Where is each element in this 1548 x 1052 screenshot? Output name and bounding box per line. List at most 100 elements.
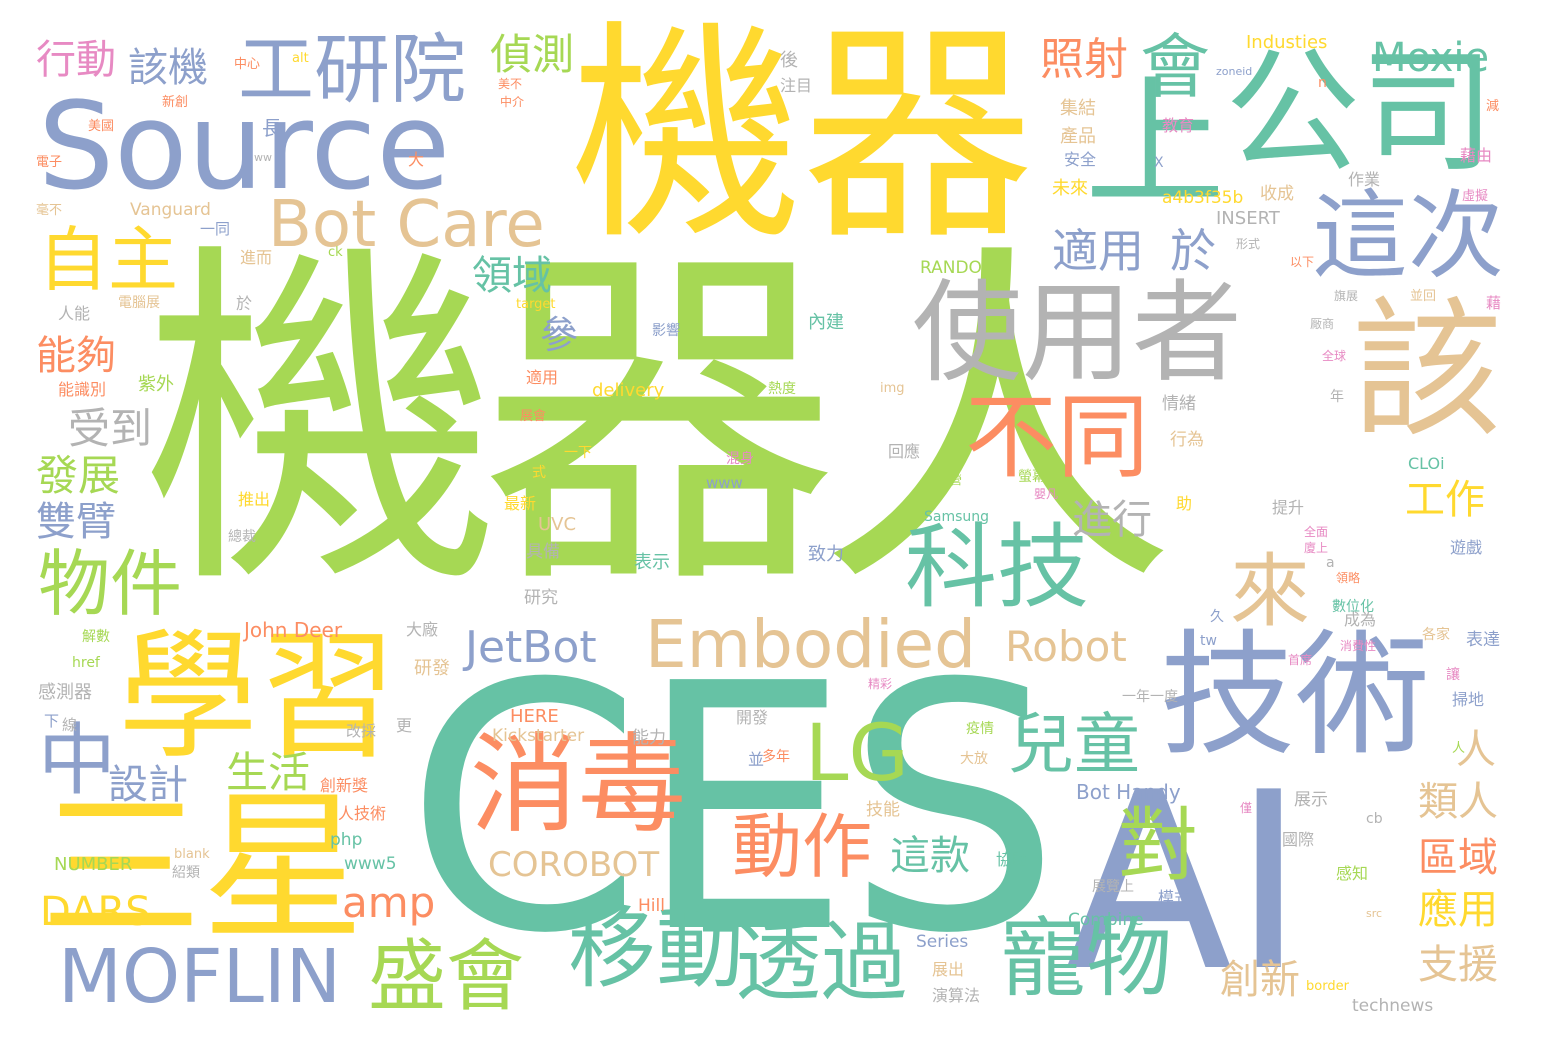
word: 以下	[1290, 255, 1315, 269]
word: 人能	[58, 304, 91, 323]
word: target	[516, 297, 556, 312]
word: 研究	[524, 588, 558, 608]
word: 展會	[520, 409, 547, 424]
word: 美不	[498, 77, 523, 91]
word: 總裁	[228, 529, 256, 545]
word: 設計	[108, 762, 188, 808]
word: 透過	[735, 913, 907, 1013]
word: 藉	[1486, 294, 1502, 312]
word: 形式	[1236, 237, 1261, 251]
word: 區域	[1418, 835, 1498, 881]
word: 不同	[965, 384, 1150, 491]
word: 未來	[1052, 178, 1088, 199]
word: 掃地	[1452, 690, 1485, 709]
word: 這次	[1312, 180, 1504, 292]
word: 生活	[226, 748, 311, 797]
word: www5	[344, 854, 397, 874]
word: tw	[1200, 633, 1217, 649]
word: INSERT	[1216, 208, 1280, 229]
word: ww	[254, 151, 272, 164]
word: a4b3f35b	[1162, 188, 1244, 208]
word: 協助	[996, 850, 1029, 869]
word: Industies	[1246, 32, 1328, 53]
word: 自主	[38, 219, 178, 301]
word: Samsung	[924, 509, 990, 525]
word: 適用	[526, 368, 559, 387]
word: 於	[236, 294, 253, 313]
word: 展覽上	[1092, 879, 1134, 895]
word: 表達	[1466, 630, 1500, 650]
word: ck	[328, 245, 343, 260]
word: 久	[1210, 609, 1224, 625]
word: delivery	[592, 380, 665, 401]
word: 疫情	[966, 721, 994, 737]
word: Bot Care	[268, 188, 545, 262]
word: 參	[540, 313, 579, 357]
word: 行為	[1170, 430, 1204, 450]
word: 毫不	[36, 203, 63, 218]
word: 全球	[1322, 349, 1347, 363]
word: 於	[1170, 224, 1216, 278]
word: n	[1318, 75, 1327, 91]
word: UVC	[538, 514, 577, 535]
word: John Deer	[244, 618, 343, 642]
word: php	[330, 830, 363, 850]
word: 能夠	[36, 333, 116, 379]
word: Series	[916, 932, 969, 952]
word: 大	[408, 150, 425, 169]
word: 最新	[504, 494, 537, 513]
word: 教育	[1162, 116, 1195, 135]
word: 僅	[1240, 801, 1253, 815]
word: 精彩	[868, 677, 893, 691]
word: CES	[405, 612, 1061, 1008]
word: COROBOT	[488, 845, 660, 885]
word: 下	[44, 712, 60, 730]
word: 熱度	[768, 381, 796, 397]
word: HERE	[510, 706, 559, 727]
word: 感測器	[38, 682, 92, 703]
word: 該	[1352, 284, 1503, 458]
word: 新創	[162, 95, 189, 110]
word: 改採	[346, 722, 377, 740]
word: 提升	[1272, 498, 1305, 517]
word: 成為	[1344, 610, 1377, 629]
word: 紫外	[138, 374, 174, 395]
word: 美國	[88, 119, 115, 134]
word: 受到	[68, 404, 153, 453]
word: 科技	[905, 514, 1090, 621]
word: 各家	[1422, 627, 1450, 643]
word: a	[1326, 555, 1335, 571]
word: NUMBER	[54, 854, 133, 875]
word: 注目	[780, 76, 813, 95]
word: 模式	[1158, 888, 1191, 907]
word: Vanguard	[130, 200, 211, 220]
word: 進而	[240, 248, 273, 267]
word: 工作	[1405, 477, 1485, 523]
word: 創新獎	[320, 776, 369, 795]
word: 並回	[1410, 289, 1437, 304]
word: 長	[262, 116, 282, 140]
word: DARS	[40, 889, 151, 935]
word: www	[706, 474, 743, 492]
word: 式	[532, 465, 546, 481]
word: 演算法	[932, 986, 981, 1005]
word: Hill	[638, 896, 665, 916]
word: 多年	[762, 749, 790, 765]
word: href	[72, 655, 100, 671]
word: 適用	[1052, 224, 1144, 278]
word: Bot Handy	[1076, 780, 1181, 804]
word: 首席	[1288, 653, 1313, 667]
word: 領域	[472, 253, 552, 299]
word: 照射	[1040, 34, 1128, 85]
word: 藉由	[1460, 146, 1493, 165]
word: RANDOM	[920, 258, 997, 278]
word: Embodied	[645, 606, 976, 683]
word: 使用者	[912, 269, 1242, 397]
word: 減	[1486, 99, 1500, 114]
word: 領略	[1336, 571, 1361, 585]
word: 解數	[82, 629, 110, 645]
word: 雙臂	[36, 499, 116, 545]
word: 上	[1085, 63, 1226, 226]
word: blank	[174, 847, 210, 862]
